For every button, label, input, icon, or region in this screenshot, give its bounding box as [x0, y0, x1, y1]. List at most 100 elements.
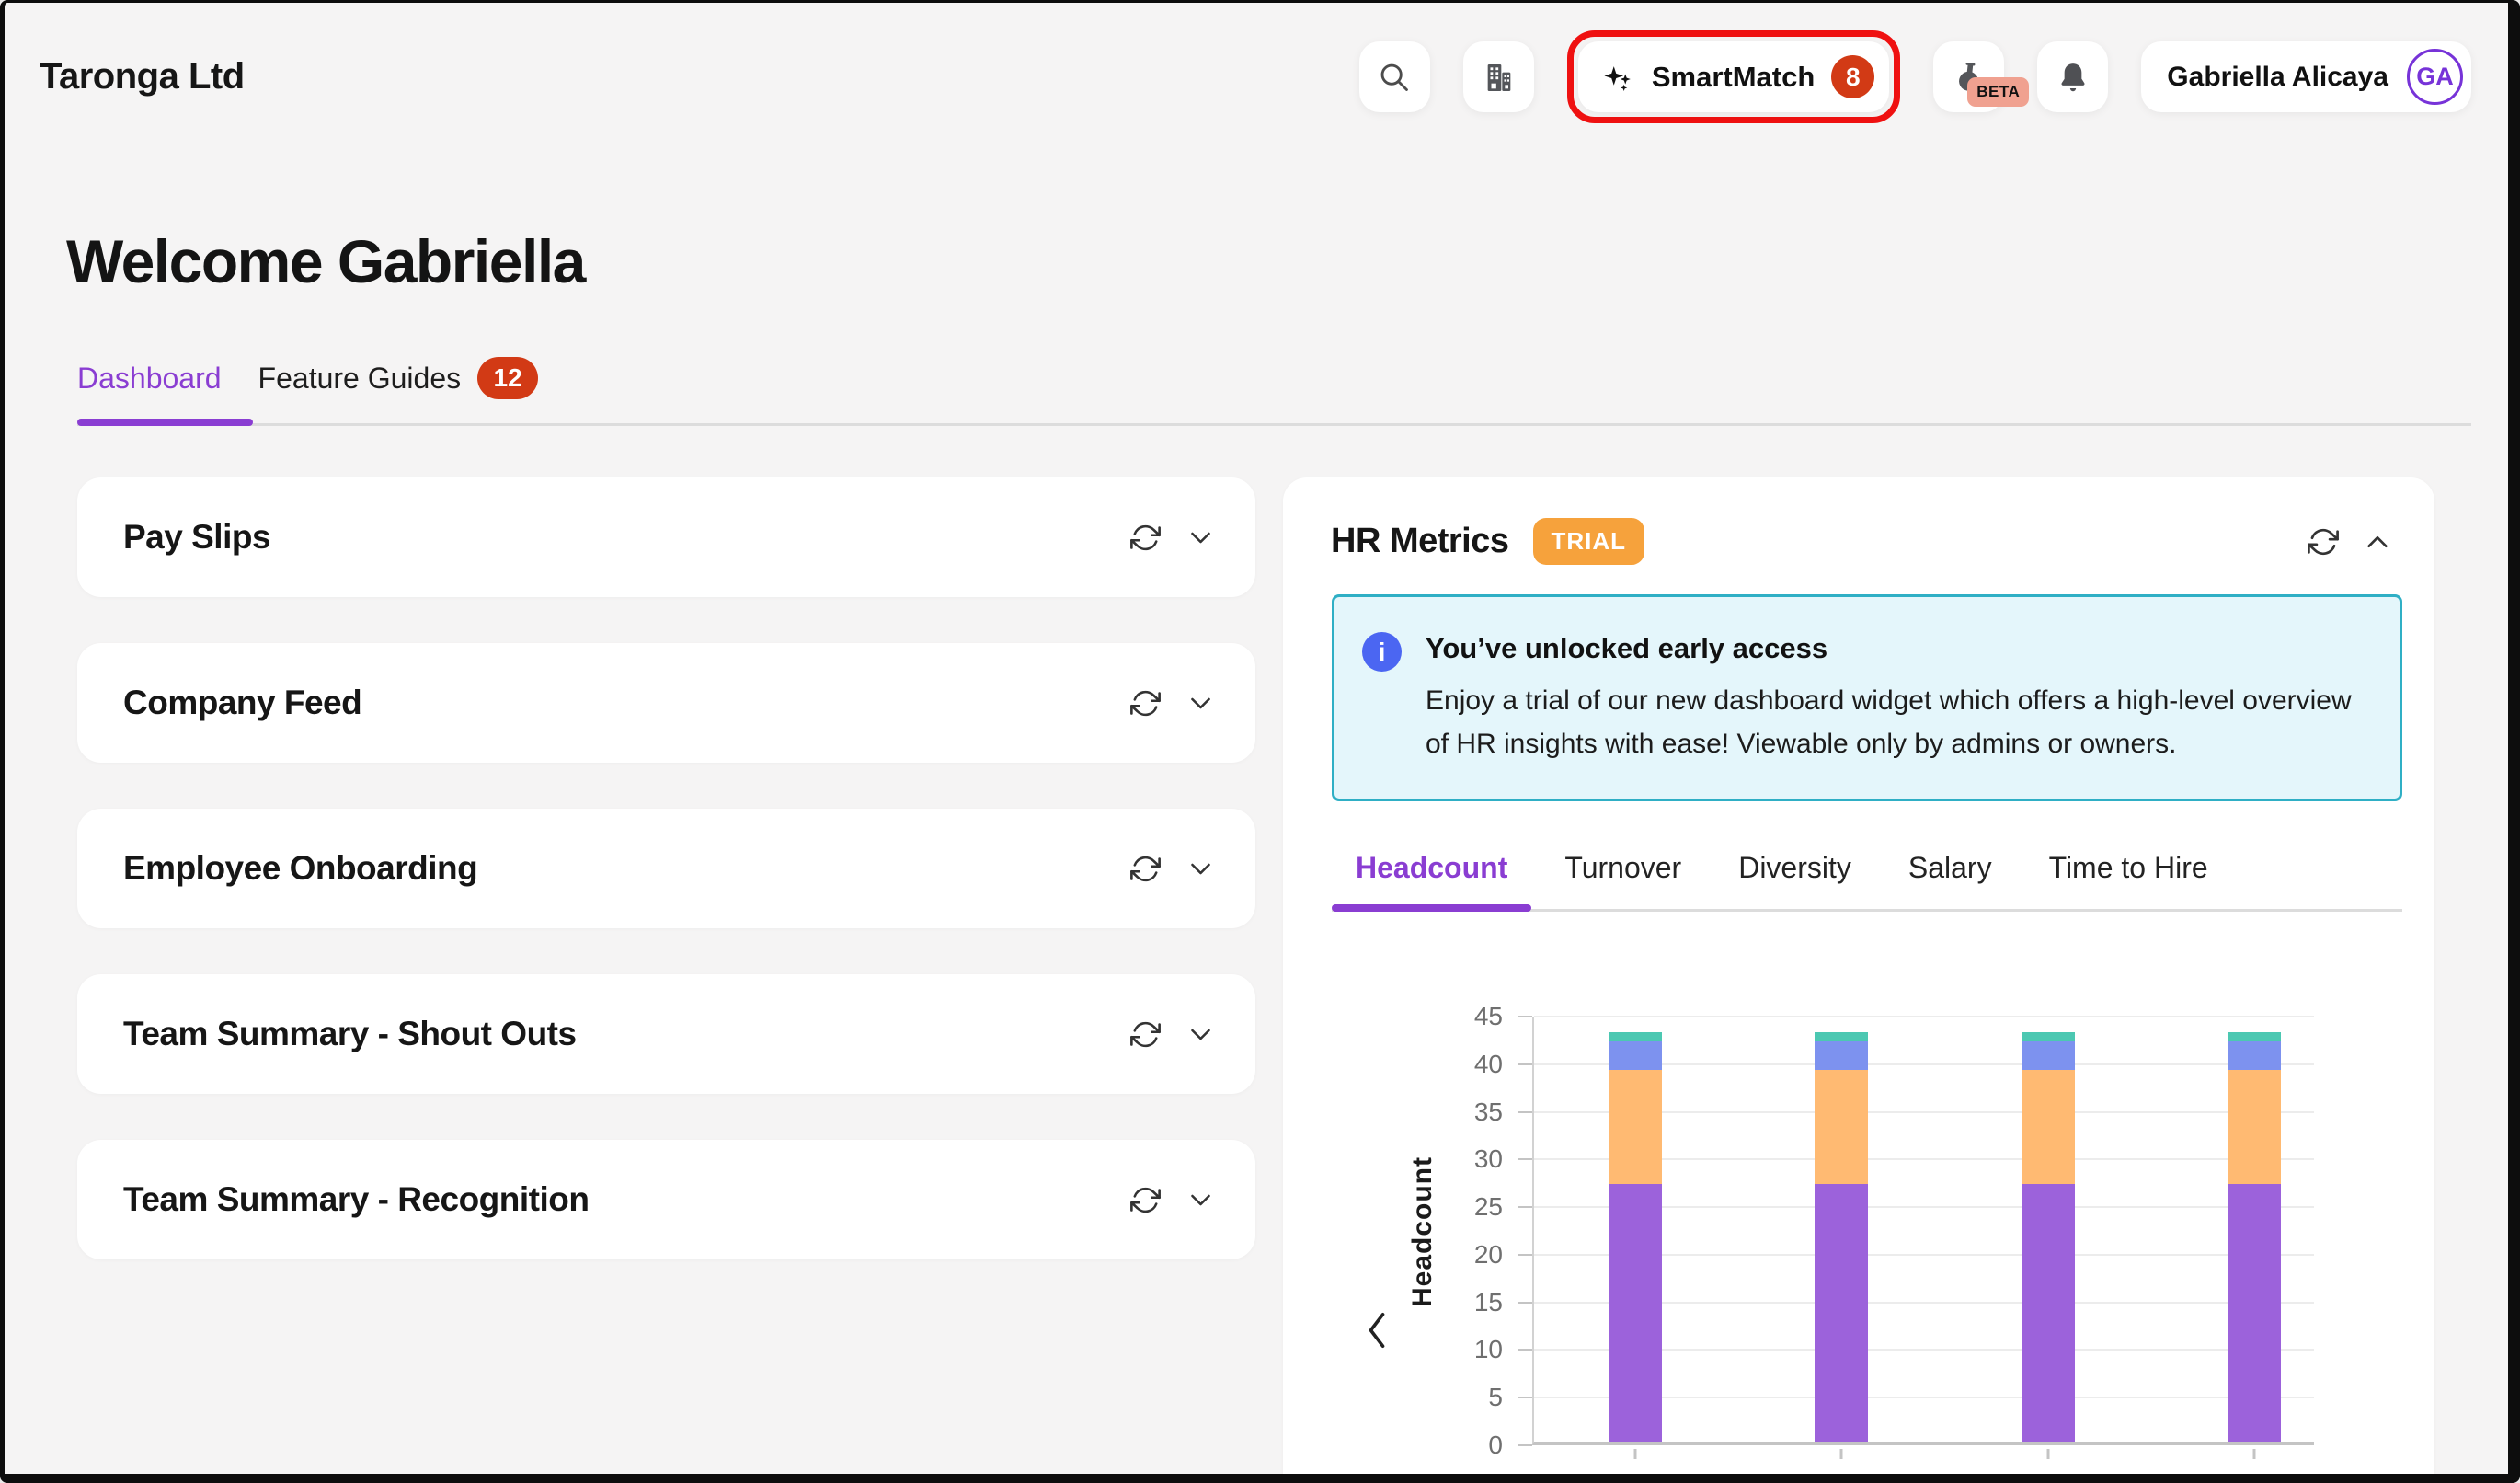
gridline — [1534, 1397, 2314, 1399]
hr-metrics-card: HR Metrics TRIAL i You’ve unlocked — [1283, 477, 2434, 1474]
refresh-icon[interactable] — [2308, 526, 2339, 558]
trial-badge: TRIAL — [1532, 518, 1645, 565]
building-icon — [1480, 59, 1517, 96]
info-icon: i — [1362, 632, 1402, 672]
plot-area: 051015202530354045Nov 2023Dec 2023Jan 20… — [1474, 1002, 2314, 1459]
widget-title: Pay Slips — [123, 518, 271, 556]
x-tick-mark — [2252, 1449, 2256, 1459]
gridline — [1534, 1206, 2314, 1209]
hr-metrics-header: HR Metrics TRIAL — [1283, 477, 2434, 565]
hr-tab-headcount[interactable]: Headcount — [1332, 851, 1532, 912]
widget-card: Employee Onboarding — [77, 809, 1255, 928]
tab-feature-guides-label: Feature Guides — [258, 361, 462, 395]
widget-controls — [1130, 1185, 1215, 1215]
y-tick-mark — [1518, 1110, 1532, 1113]
dashboard-columns: Pay Slips Company Feed Employee Onboarding… — [77, 477, 2471, 1474]
page-tabs: Dashboard Feature Guides 12 — [77, 357, 2471, 426]
beta-labs-button[interactable]: BETA — [1933, 41, 2030, 112]
smartmatch-button[interactable]: SmartMatch 8 — [1577, 41, 1890, 112]
headcount-chart: Headcount 051015202530354045Nov 2023Dec … — [1283, 912, 2434, 1474]
bell-icon — [2056, 60, 2090, 95]
chevron-left-icon[interactable] — [1360, 1309, 1393, 1354]
banner-body: Enjoy a trial of our new dashboard widge… — [1426, 685, 2352, 759]
chevron-down-icon[interactable] — [1186, 1186, 1215, 1214]
chevron-down-icon[interactable] — [1186, 689, 1215, 718]
notifications-button[interactable] — [2037, 41, 2109, 112]
bar-segment-series-2 — [1815, 1070, 1869, 1185]
y-axis-label: Headcount — [1407, 1155, 1438, 1308]
stacked-bar — [1815, 1031, 1869, 1442]
x-tick-mark — [2046, 1449, 2050, 1459]
y-tick-mark — [1518, 1301, 1532, 1304]
banner-title: You’ve unlocked early access — [1426, 632, 1828, 664]
bar-segment-series-4 — [2227, 1031, 2281, 1042]
gridline — [1534, 1110, 2314, 1113]
bar-segment-series-3 — [1815, 1041, 1869, 1071]
widget-card: Team Summary - Shout Outs — [77, 974, 1255, 1094]
profile-name: Gabriella Alicaya — [2167, 61, 2388, 92]
bar-segment-series-1 — [1815, 1184, 1869, 1442]
widget-card: Pay Slips — [77, 477, 1255, 597]
hr-tab-time-to-hire[interactable]: Time to Hire — [2025, 851, 2232, 909]
search-button[interactable] — [1358, 41, 1430, 112]
hr-metrics-tabs: Headcount Turnover Diversity Salary Time to … — [1332, 851, 2402, 912]
organisation-button[interactable] — [1462, 41, 1534, 112]
chevron-down-icon[interactable] — [1186, 855, 1215, 883]
y-tick-mark — [1518, 1016, 1532, 1017]
x-tick-mark — [1633, 1449, 1637, 1459]
gridline — [1534, 1301, 2314, 1304]
gridline — [1534, 1158, 2314, 1161]
y-tick-label: 5 — [1488, 1383, 1503, 1412]
x-tick-label: Feb 2024 — [2198, 1475, 2311, 1483]
y-tick-label: 30 — [1473, 1144, 1503, 1174]
widget-title: Company Feed — [123, 684, 362, 721]
hr-tab-diversity[interactable]: Diversity — [1714, 851, 1875, 909]
refresh-icon[interactable] — [1130, 1185, 1161, 1215]
early-access-banner: i You’ve unlocked early access Enjoy a t… — [1332, 594, 2402, 801]
x-tick-label: Jan 2024 — [1993, 1475, 2102, 1483]
bar-segment-series-3 — [1609, 1041, 1662, 1071]
widget-title: Team Summary - Shout Outs — [123, 1015, 577, 1052]
bar-segment-series-3 — [2021, 1041, 2075, 1071]
topbar-actions: SmartMatch 8 BETA Gabriella Alicaya GA — [1358, 30, 2471, 123]
stacked-bar — [2021, 1031, 2075, 1442]
tab-feature-guides[interactable]: Feature Guides 12 — [258, 357, 539, 423]
y-tick-label: 45 — [1473, 1002, 1503, 1030]
x-tick-label: Dec 2023 — [1784, 1475, 1898, 1483]
refresh-icon[interactable] — [1130, 1019, 1161, 1050]
x-tick-label: Nov 2023 — [1578, 1475, 1692, 1483]
bar-segment-series-4 — [2021, 1031, 2075, 1042]
banner-text: You’ve unlocked early access Enjoy a tri… — [1426, 630, 2366, 765]
widget-controls — [1130, 1019, 1215, 1050]
x-tick-mark — [1839, 1449, 1843, 1459]
bar-segment-series-3 — [2227, 1041, 2281, 1071]
y-tick-mark — [1518, 1444, 1532, 1446]
refresh-icon[interactable] — [1130, 854, 1161, 884]
tab-dashboard[interactable]: Dashboard — [77, 357, 252, 426]
chevron-down-icon[interactable] — [1186, 523, 1215, 552]
refresh-icon[interactable] — [1130, 688, 1161, 719]
y-tick-mark — [1518, 1158, 1532, 1161]
widget-card: Company Feed — [77, 643, 1255, 763]
company-name: Taronga Ltd — [40, 56, 245, 97]
hr-tab-salary[interactable]: Salary — [1884, 851, 2016, 909]
bar-segment-series-2 — [2021, 1070, 2075, 1185]
widget-controls — [1130, 854, 1215, 884]
search-icon — [1377, 60, 1412, 95]
refresh-icon[interactable] — [1130, 523, 1161, 553]
topbar: Taronga Ltd SmartMatch 8 — [5, 3, 2508, 123]
gridline — [1534, 1349, 2314, 1351]
hr-metrics-title: HR Metrics — [1331, 522, 1509, 560]
hr-tab-turnover[interactable]: Turnover — [1541, 851, 1705, 909]
widget-card: Team Summary - Recognition — [77, 1140, 1255, 1259]
bar-segment-series-4 — [1815, 1031, 1869, 1042]
bar-segment-series-4 — [1609, 1031, 1662, 1042]
widget-controls — [1130, 523, 1215, 553]
chevron-down-icon[interactable] — [1186, 1020, 1215, 1049]
bar-segment-series-1 — [2227, 1184, 2281, 1442]
gridline — [1534, 1063, 2314, 1065]
y-tick-mark — [1518, 1063, 1532, 1065]
bar-segment-series-2 — [2227, 1070, 2281, 1185]
profile-button[interactable]: Gabriella Alicaya GA — [2141, 41, 2471, 112]
chevron-up-icon[interactable] — [2363, 527, 2392, 557]
